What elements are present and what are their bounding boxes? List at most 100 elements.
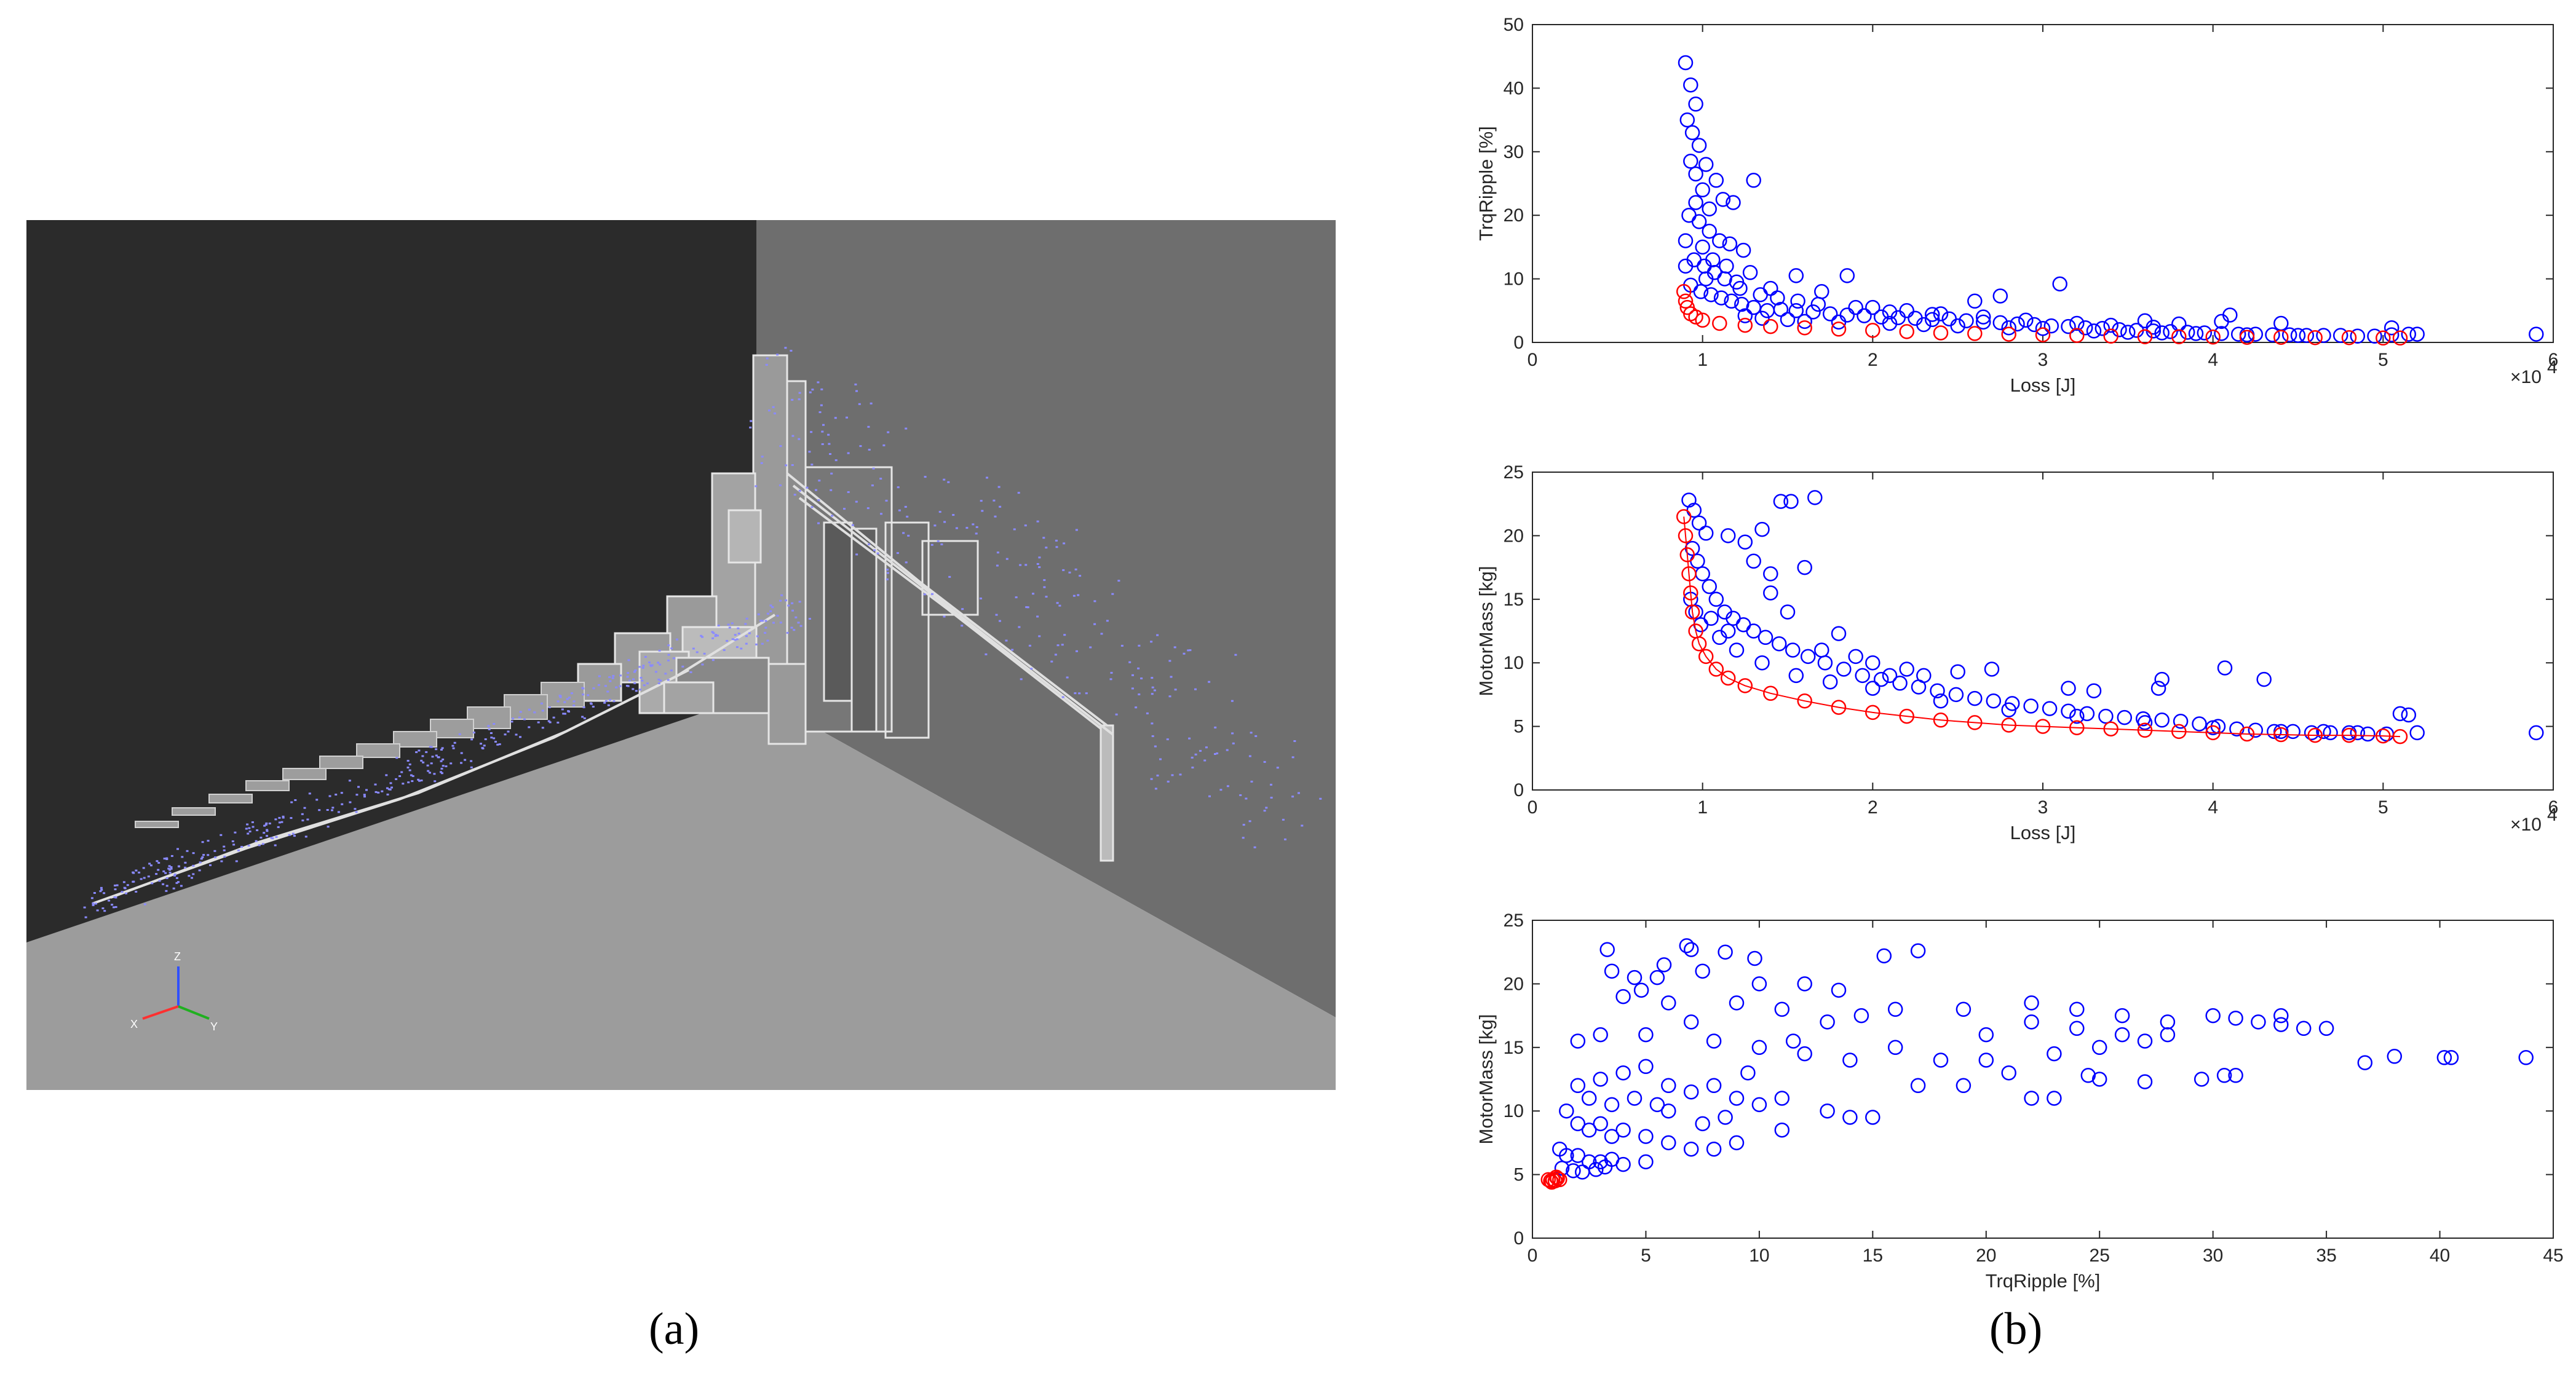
data-point <box>1695 963 1710 979</box>
cloud-dot <box>440 772 443 775</box>
x-tick-label: 40 <box>2430 1246 2450 1266</box>
cloud-dot <box>523 718 526 721</box>
cloud-dot <box>764 620 767 622</box>
cloud-dot <box>258 844 261 847</box>
x-axis-label: Loss [J] <box>2010 374 2076 396</box>
cloud-dot <box>519 711 522 713</box>
cloud-dot <box>395 778 398 780</box>
cloud-dot <box>1072 594 1076 597</box>
cloud-dot <box>786 631 789 634</box>
cloud-dot <box>748 632 751 634</box>
cloud-dot <box>1062 569 1065 571</box>
cloud-dot <box>1265 807 1268 809</box>
cloud-dot <box>1100 633 1103 635</box>
cloud-dot <box>818 480 821 482</box>
data-point <box>2529 725 2544 741</box>
cloud-dot <box>246 823 249 826</box>
cloud-dot <box>808 618 811 620</box>
data-point <box>1684 604 1700 620</box>
x-tick-label: 6 <box>2548 797 2559 818</box>
cloud-dot <box>798 392 801 394</box>
data-point <box>1780 604 1796 620</box>
cloud-dot <box>641 679 644 682</box>
cloud-dot <box>1074 568 1077 571</box>
cloud-dot <box>581 716 584 718</box>
cloud-dot <box>1226 749 1229 751</box>
y-tick-label: 15 <box>1504 1038 1524 1058</box>
cloud-dot <box>1013 528 1016 531</box>
cloud-dot <box>761 642 764 645</box>
cloud-dot <box>938 511 941 513</box>
cloud-dot <box>164 872 167 874</box>
data-point <box>1688 195 1703 210</box>
data-point <box>1831 700 1847 715</box>
cloud-dot <box>1050 660 1053 663</box>
cloud-dot <box>961 625 964 627</box>
cloud-dot <box>627 659 630 661</box>
data-point <box>1831 314 1847 330</box>
cloud-dot <box>791 464 794 466</box>
triad-x-label: X <box>130 1018 138 1030</box>
cloud-dot <box>1128 661 1131 663</box>
cloud-dot <box>583 717 586 719</box>
data-point <box>2137 329 2153 344</box>
data-point <box>1695 182 1710 198</box>
cloud-dot <box>609 698 611 701</box>
data-point <box>1678 528 1694 543</box>
cloud-dot <box>390 786 393 789</box>
cloud-dot <box>1151 722 1154 725</box>
cloud-dot <box>411 775 414 777</box>
cloud-dot <box>1167 780 1170 783</box>
data-point <box>1729 642 1745 658</box>
cloud-dot <box>247 845 250 847</box>
3d-sample-points <box>83 347 1322 918</box>
cloud-dot <box>96 909 99 912</box>
cloud-dot <box>282 815 285 818</box>
cloud-dot <box>533 711 536 714</box>
cloud-dot <box>407 781 410 784</box>
data-point <box>1797 976 1812 992</box>
triad-y-label: Y <box>210 1021 218 1033</box>
cloud-dot <box>592 706 595 708</box>
cloud-dot <box>487 725 490 727</box>
cloud-dot <box>672 657 675 660</box>
cloud-dot <box>711 637 715 639</box>
y-tick-label: 25 <box>1504 910 1524 931</box>
cloud-dot <box>772 406 775 408</box>
cloud-dot <box>408 763 411 765</box>
cloud-dot <box>715 634 718 636</box>
data-point <box>1719 258 1734 274</box>
data-point <box>1788 303 1804 318</box>
data-point <box>2024 995 2039 1011</box>
cloud-dot <box>1055 546 1058 548</box>
cloud-dot <box>638 666 641 668</box>
cloud-dot <box>1109 678 1112 681</box>
cloud-dot <box>493 723 496 725</box>
data-point <box>2069 315 2085 331</box>
cloud-dot <box>256 829 259 831</box>
cloud-dot <box>435 748 438 751</box>
cloud-dot <box>627 685 630 687</box>
cloud-dot <box>797 622 800 624</box>
data-point <box>2137 1033 2153 1049</box>
cloud-dot <box>876 552 879 555</box>
cloud-dot <box>986 476 988 479</box>
cloud-dot <box>670 647 673 650</box>
data-point <box>1737 678 1753 693</box>
cloud-dot <box>1156 775 1159 776</box>
cloud-dot <box>996 564 999 567</box>
cloud-dot <box>381 790 384 792</box>
data-point <box>1691 515 1707 531</box>
cloud-dot <box>1298 792 1300 794</box>
cloud-dot <box>818 411 822 413</box>
data-point <box>1873 671 1889 687</box>
cloud-dot <box>192 864 195 867</box>
data-point <box>2392 706 2408 722</box>
data-point <box>1581 1122 1597 1138</box>
cloud-dot <box>646 682 649 685</box>
data-point <box>1678 233 1694 248</box>
cloud-dot <box>406 767 410 768</box>
cloud-dot <box>489 732 493 734</box>
cloud-dot <box>764 626 767 629</box>
data-point <box>1681 566 1697 582</box>
